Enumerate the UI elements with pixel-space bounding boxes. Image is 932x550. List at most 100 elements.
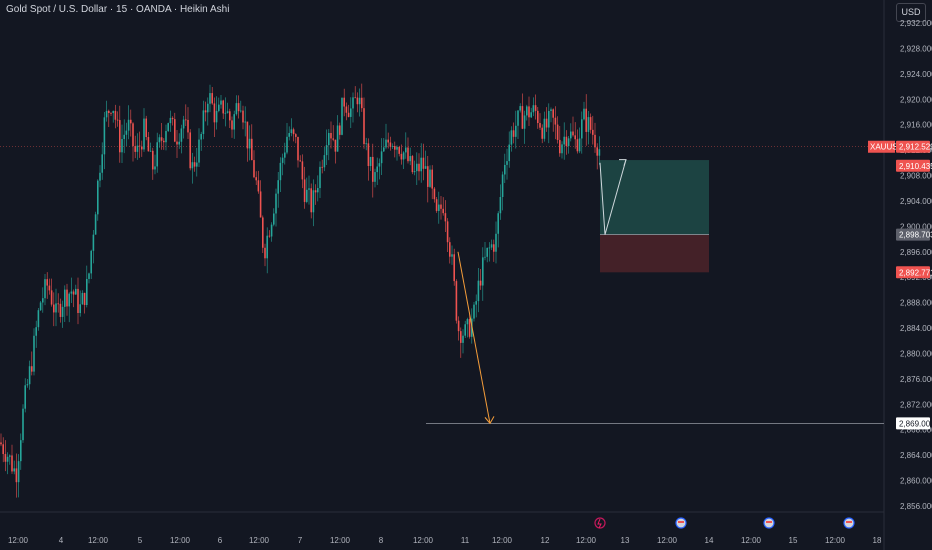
candle-body [292, 129, 295, 135]
candle-body [301, 161, 304, 180]
candle-body [482, 257, 484, 286]
x-tick-label: 14 [705, 536, 714, 545]
candle-body [508, 144, 510, 162]
candle-body [495, 233, 497, 252]
candle-body [297, 136, 299, 161]
candle-body [240, 110, 242, 112]
x-tick-label: 18 [873, 536, 882, 545]
candle-body [466, 319, 469, 325]
stop-price-label-bg [896, 266, 930, 279]
candle-body [4, 454, 7, 462]
candle-body [303, 179, 306, 202]
candle-body [306, 189, 308, 202]
candle-body [242, 110, 244, 123]
candle-body [543, 118, 546, 139]
candle-body [86, 278, 88, 306]
candle-body [66, 289, 68, 307]
candle-body [22, 408, 24, 441]
entry-price-label-bg [896, 228, 930, 241]
y-tick-label: 2,920.000 [900, 95, 932, 104]
candle-body [585, 108, 587, 132]
candle-body [270, 224, 273, 237]
candle-body [130, 119, 132, 124]
candle-body [541, 127, 543, 139]
candle-body [185, 119, 187, 121]
candle-body [15, 468, 18, 483]
target-price-label-bg [896, 417, 930, 430]
x-tick-label: 4 [59, 536, 64, 545]
x-tick-label: 12:00 [657, 536, 678, 545]
candle-body [345, 106, 348, 113]
currency-button[interactable]: USD [896, 3, 926, 22]
candle-body [141, 146, 143, 150]
candle-body [356, 97, 359, 105]
candle-body [339, 125, 341, 135]
candle-body [39, 302, 42, 311]
candle-body [515, 125, 517, 137]
candle-body [332, 138, 334, 140]
candle-body [391, 146, 394, 147]
candle-body [310, 188, 312, 213]
x-tick-label: 12:00 [741, 536, 762, 545]
candle-body [171, 117, 174, 120]
candle-body [321, 166, 323, 168]
candle-body [68, 293, 70, 307]
candle-body [235, 103, 238, 115]
candle-body [20, 440, 22, 462]
flag-icon [766, 521, 772, 523]
candle-body [237, 103, 240, 112]
candle-body [442, 208, 444, 214]
candle-body [312, 190, 315, 213]
candle-body [556, 124, 559, 140]
y-tick-label: 2,916.000 [900, 121, 932, 130]
candle-body [290, 129, 293, 134]
candle-body [501, 174, 504, 198]
candle-body [163, 140, 165, 143]
candle-body [158, 137, 161, 143]
candle-body [295, 134, 297, 137]
candle-body [422, 157, 425, 169]
x-tick-label: 12:00 [170, 536, 191, 545]
y-tick-label: 2,876.000 [900, 375, 932, 384]
candle-body [468, 319, 471, 337]
candle-body [46, 279, 48, 286]
candle-body [88, 273, 90, 279]
candle-body [341, 97, 343, 135]
candle-body [396, 147, 398, 150]
target-price-label: 2,869.002 [899, 419, 932, 428]
candle-body [116, 119, 119, 121]
candle-body [490, 244, 493, 248]
candle-body [193, 162, 196, 167]
candle-body [308, 188, 310, 190]
x-tick-label: 12:00 [249, 536, 270, 545]
stop-zone [600, 234, 709, 273]
candle-body [453, 254, 455, 282]
candle-body [567, 138, 570, 147]
candle-body [369, 156, 372, 167]
x-tick-label: 12:00 [8, 536, 29, 545]
candle-body [99, 172, 101, 181]
candle-body [156, 142, 158, 167]
candle-body [200, 133, 202, 140]
candle-body [55, 303, 57, 313]
candle-body [400, 153, 403, 160]
candle-body [563, 136, 565, 145]
candle-body [160, 137, 163, 141]
candle-body [424, 166, 427, 169]
candle-body [59, 303, 62, 317]
candle-body [323, 155, 326, 168]
candle-body [420, 157, 422, 172]
candle-body [222, 100, 224, 114]
candle-body [510, 130, 513, 145]
candle-body [264, 247, 266, 259]
y-tick-label: 2,896.000 [900, 248, 932, 257]
candle-body [532, 105, 535, 113]
candle-body [167, 123, 169, 132]
candle-body [343, 97, 345, 107]
candle-body [112, 110, 114, 114]
candle-body [363, 108, 365, 145]
candle-body [526, 106, 528, 116]
candle-body [286, 136, 288, 153]
candle-body [389, 142, 392, 147]
